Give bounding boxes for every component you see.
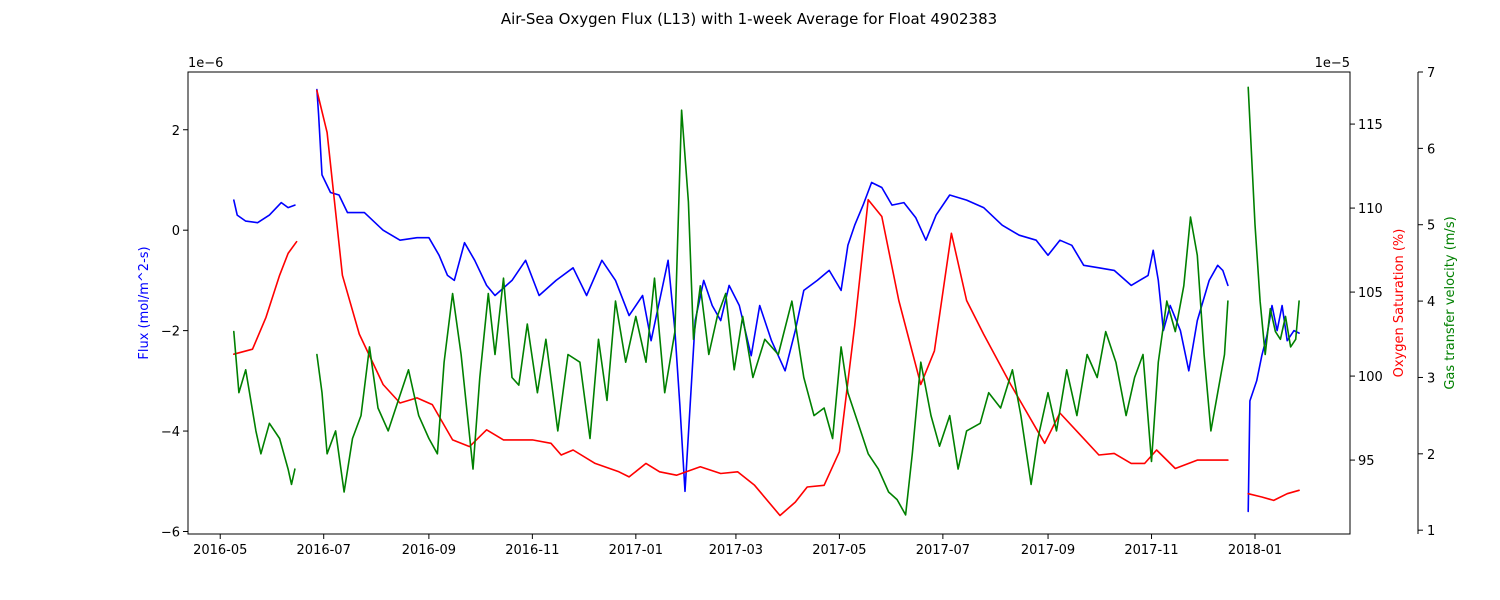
x-tick-label: 2017-01: [609, 543, 663, 558]
x-tick-label: 2016-07: [297, 543, 351, 558]
series-lines: [233, 86, 1300, 517]
right2-tick-label: 4: [1427, 295, 1435, 310]
left-tick-label: −2: [161, 325, 180, 340]
right2-tick-label: 7: [1427, 66, 1435, 81]
chart-title: Air-Sea Oxygen Flux (L13) with 1-week Av…: [501, 10, 997, 28]
right2-tick-label: 5: [1427, 219, 1435, 234]
right-axis-ticks: 95 100 105 110 115: [1350, 118, 1383, 469]
oxygen-saturation-line-segment: [1247, 489, 1300, 502]
right-tick-label: 100: [1358, 370, 1383, 385]
right-tick-label: 115: [1358, 118, 1383, 133]
right2-axis-ticks: 1 2 3 4 5 6 7: [1418, 66, 1435, 539]
right-axis-label: Oxygen Saturation (%): [1392, 229, 1407, 378]
right2-tick-label: 2: [1427, 448, 1435, 463]
x-tick-label: 2017-03: [709, 543, 763, 558]
left-axis-offset-text: 1e−6: [188, 56, 223, 71]
gas-transfer-velocity-line-segment: [233, 330, 296, 486]
x-tick-label: 2017-09: [1021, 543, 1075, 558]
right2-tick-label: 6: [1427, 142, 1435, 157]
right2-axis-label: Gas transfer velocity (m/s): [1443, 216, 1458, 389]
left-tick-label: 2: [172, 124, 180, 139]
x-tick-label: 2016-09: [402, 543, 456, 558]
left-axis-ticks: −6 −4 −2 0 2: [161, 124, 188, 540]
oxygen-saturation-line-segment: [233, 240, 298, 356]
x-tick-label: 2016-05: [193, 543, 247, 558]
x-tick-label: 2017-11: [1124, 543, 1178, 558]
left-tick-label: −6: [161, 525, 180, 540]
x-tick-label: 2017-05: [812, 543, 866, 558]
oxygen-saturation-line-segment: [316, 89, 1229, 517]
gas-transfer-velocity-line-segment: [316, 109, 1229, 516]
right-tick-label: 95: [1358, 454, 1375, 469]
flux-line-segment: [1247, 304, 1300, 513]
right2-tick-label: 3: [1427, 371, 1435, 386]
right-tick-label: 105: [1358, 286, 1383, 301]
flux-line-segment: [316, 88, 1229, 493]
x-tick-label: 2018-01: [1228, 543, 1282, 558]
right2-tick-label: 1: [1427, 524, 1435, 539]
x-tick-label: 2017-07: [916, 543, 970, 558]
plot-frame: [187, 71, 1351, 535]
left-axis-label: Flux (mol/m^2-s): [137, 246, 152, 359]
left-tick-label: −4: [161, 425, 180, 440]
flux-line-segment: [233, 199, 296, 224]
right-tick-label: 110: [1358, 202, 1383, 217]
gas-transfer-velocity-line-segment: [1247, 86, 1300, 356]
x-tick-label: 2016-11: [505, 543, 559, 558]
right-axis-offset-text: 1e−5: [1315, 56, 1350, 71]
left-tick-label: 0: [172, 224, 180, 239]
x-axis-ticks: 2016-05 2016-07 2016-09 2016-11 2017-01 2017-…: [193, 534, 1282, 558]
